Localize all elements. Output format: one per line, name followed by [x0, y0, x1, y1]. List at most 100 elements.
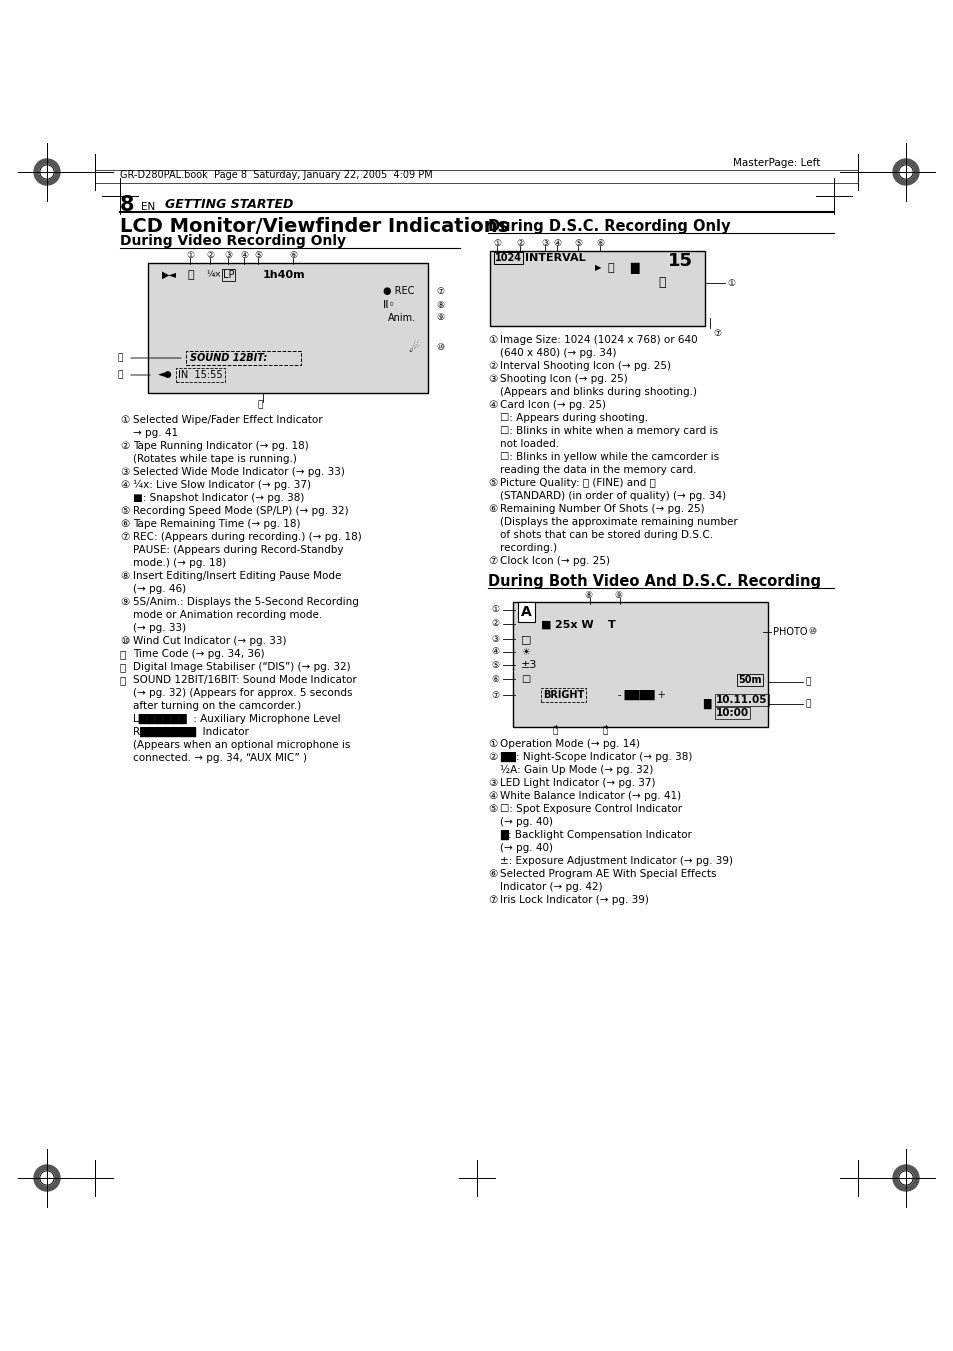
Text: Image Size: 1024 (1024 x 768) or 640: Image Size: 1024 (1024 x 768) or 640	[499, 335, 697, 345]
Circle shape	[34, 159, 60, 185]
Text: During Video Recording Only: During Video Recording Only	[120, 234, 346, 249]
Text: Selected Program AE With Special Effects: Selected Program AE With Special Effects	[499, 869, 716, 880]
Circle shape	[898, 1171, 912, 1185]
Text: Selected Wipe/Fader Effect Indicator: Selected Wipe/Fader Effect Indicator	[132, 415, 322, 426]
Text: connected. → pg. 34, “AUX MIC” ): connected. → pg. 34, “AUX MIC” )	[132, 753, 307, 763]
Text: ⑩: ⑩	[436, 343, 444, 353]
Text: ⑨: ⑨	[120, 597, 129, 607]
Text: ②: ②	[491, 620, 498, 628]
Text: Recording Speed Mode (SP/LP) (→ pg. 32): Recording Speed Mode (SP/LP) (→ pg. 32)	[132, 507, 348, 516]
Text: ④: ④	[120, 480, 129, 490]
Circle shape	[40, 165, 54, 180]
Text: ⑪: ⑪	[805, 677, 810, 686]
Text: ☐: Blinks in yellow while the camcorder is: ☐: Blinks in yellow while the camcorder …	[499, 453, 719, 462]
Circle shape	[892, 159, 918, 185]
Text: ⑥: ⑥	[120, 519, 129, 530]
Text: recording.): recording.)	[499, 543, 557, 553]
Text: ■: ■	[540, 620, 551, 630]
Text: ⑦: ⑦	[712, 330, 720, 338]
Text: → pg. 41: → pg. 41	[132, 428, 178, 438]
Text: (→ pg. 33): (→ pg. 33)	[132, 623, 186, 634]
Text: mode.) (→ pg. 18): mode.) (→ pg. 18)	[132, 558, 226, 567]
Text: ③: ③	[488, 374, 497, 384]
Text: not loaded.: not loaded.	[499, 439, 558, 449]
Text: A: A	[520, 605, 531, 619]
Text: BRIGHT: BRIGHT	[542, 690, 583, 700]
Text: GR-D280PAL.book  Page 8  Saturday, January 22, 2005  4:09 PM: GR-D280PAL.book Page 8 Saturday, January…	[120, 170, 433, 180]
Text: ±: Exposure Adjustment Indicator (→ pg. 39): ±: Exposure Adjustment Indicator (→ pg. …	[499, 857, 732, 866]
Circle shape	[34, 1165, 60, 1192]
Text: ⑤: ⑤	[574, 239, 581, 247]
Text: ⑥: ⑥	[289, 250, 296, 259]
Text: ⑦: ⑦	[120, 532, 129, 542]
Text: ☐: Appears during shooting.: ☐: Appears during shooting.	[499, 413, 647, 423]
Text: ③: ③	[488, 778, 497, 788]
Text: ①: ①	[488, 335, 497, 345]
Text: L██████  : Auxiliary Microphone Level: L██████ : Auxiliary Microphone Level	[132, 713, 340, 724]
Bar	[513, 603, 767, 727]
Text: ½A: Gain Up Mode (→ pg. 32): ½A: Gain Up Mode (→ pg. 32)	[499, 765, 653, 775]
Text: (Appears when an optional microphone is: (Appears when an optional microphone is	[132, 740, 350, 750]
Circle shape	[892, 1165, 918, 1192]
Text: PHOTO: PHOTO	[772, 627, 806, 638]
Text: Card Icon (→ pg. 25): Card Icon (→ pg. 25)	[499, 400, 605, 409]
Text: ①: ①	[726, 278, 735, 288]
Text: INTERVAL: INTERVAL	[524, 253, 585, 263]
Text: Ⓦ: Ⓦ	[188, 270, 194, 280]
Text: LED Light Indicator (→ pg. 37): LED Light Indicator (→ pg. 37)	[499, 778, 655, 788]
Text: ⑥: ⑥	[488, 869, 497, 880]
Text: ③: ③	[224, 250, 232, 259]
Text: ⑬: ⑬	[602, 727, 608, 735]
Text: ⑤: ⑤	[491, 661, 498, 670]
Text: ④: ④	[553, 239, 560, 247]
Text: 50m: 50m	[738, 676, 760, 685]
Text: Tape Running Indicator (→ pg. 18): Tape Running Indicator (→ pg. 18)	[132, 440, 309, 451]
Text: ④: ④	[491, 647, 498, 657]
Text: ⑤: ⑤	[120, 507, 129, 516]
Bar	[490, 251, 704, 326]
Text: Picture Quality: ／ (FINE) and ／: Picture Quality: ／ (FINE) and ／	[499, 478, 656, 488]
Text: Anim.: Anim.	[388, 313, 416, 323]
Text: IN  15:55: IN 15:55	[178, 370, 222, 380]
Text: Remaining Number Of Shots (→ pg. 25): Remaining Number Of Shots (→ pg. 25)	[499, 504, 704, 513]
Text: ☀: ☀	[520, 647, 529, 657]
Text: ④: ④	[488, 400, 497, 409]
Text: Interval Shooting Icon (→ pg. 25): Interval Shooting Icon (→ pg. 25)	[499, 361, 670, 372]
Text: ⑥: ⑥	[491, 674, 498, 684]
Circle shape	[40, 1171, 54, 1185]
Text: ☄: ☄	[408, 342, 418, 354]
Text: During Both Video And D.S.C. Recording: During Both Video And D.S.C. Recording	[488, 574, 821, 589]
Text: ①: ①	[493, 239, 500, 247]
Text: SOUND 12BIT:: SOUND 12BIT:	[190, 353, 267, 363]
Text: ±3: ±3	[520, 661, 537, 670]
Text: █: █	[629, 262, 638, 274]
Text: 25x W: 25x W	[555, 620, 593, 630]
Text: During D.S.C. Recording Only: During D.S.C. Recording Only	[488, 219, 730, 235]
Text: 10:00: 10:00	[716, 708, 748, 717]
Text: █: █	[702, 698, 710, 709]
Text: ④: ④	[240, 250, 248, 259]
Text: mode or Animation recording mode.: mode or Animation recording mode.	[132, 611, 322, 620]
Text: Wind Cut Indicator (→ pg. 33): Wind Cut Indicator (→ pg. 33)	[132, 636, 286, 646]
Text: 8: 8	[120, 195, 134, 215]
Text: GETTING STARTED: GETTING STARTED	[165, 199, 294, 212]
Text: ③: ③	[540, 239, 549, 247]
Text: Clock Icon (→ pg. 25): Clock Icon (→ pg. 25)	[499, 557, 609, 566]
Text: ⑨: ⑨	[436, 313, 444, 323]
Text: ②: ②	[488, 361, 497, 372]
Text: ☐: Spot Exposure Control Indicator: ☐: Spot Exposure Control Indicator	[499, 804, 681, 815]
Text: (Appears and blinks during shooting.): (Appears and blinks during shooting.)	[499, 386, 697, 397]
Text: SOUND 12BIT/16BIT: Sound Mode Indicator: SOUND 12BIT/16BIT: Sound Mode Indicator	[132, 676, 356, 685]
Text: 1024: 1024	[495, 253, 521, 263]
Text: ①: ①	[120, 415, 129, 426]
Text: Indicator (→ pg. 42): Indicator (→ pg. 42)	[499, 882, 602, 892]
Text: - ████ +: - ████ +	[618, 690, 665, 700]
Text: ⑥: ⑥	[596, 239, 603, 247]
Text: ⑫: ⑫	[805, 700, 810, 708]
Text: ⑫: ⑫	[118, 370, 123, 380]
Text: ⑤: ⑤	[488, 478, 497, 488]
Text: ■: Snapshot Indicator (→ pg. 38): ■: Snapshot Indicator (→ pg. 38)	[132, 493, 304, 503]
Text: ⑦: ⑦	[488, 894, 497, 905]
Text: □: □	[520, 634, 531, 644]
Text: LP: LP	[223, 270, 234, 280]
